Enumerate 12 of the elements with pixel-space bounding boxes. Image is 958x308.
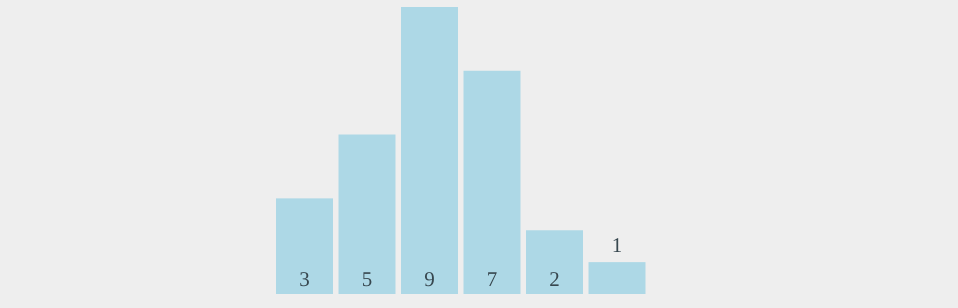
data-label: 3 xyxy=(299,267,310,291)
bar xyxy=(526,230,583,294)
bar xyxy=(338,134,396,294)
data-label: 9 xyxy=(424,267,435,291)
bar xyxy=(464,70,520,294)
data-label: 7 xyxy=(486,267,498,291)
data-label: 5 xyxy=(362,267,372,291)
bar xyxy=(401,7,458,294)
bar xyxy=(588,262,646,294)
data-label: 2 xyxy=(549,267,560,291)
data-label: 1 xyxy=(612,233,622,258)
bar xyxy=(276,198,333,294)
